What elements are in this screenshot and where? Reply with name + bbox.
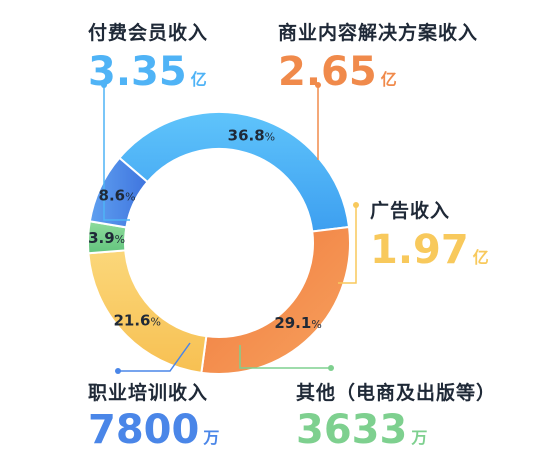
series-value: 3633 万 <box>296 407 496 453</box>
value-unit: 亿 <box>380 70 397 89</box>
series-name: 付费会员收入 <box>88 22 209 44</box>
series-name: 商业内容解决方案收入 <box>278 22 479 44</box>
series-name: 其他（电商及出版等） <box>296 382 497 404</box>
series-value: 1.97 亿 <box>370 227 489 273</box>
pie-slice <box>200 225 351 375</box>
slice-percent-label: 36.8% <box>228 126 275 144</box>
leader-dot <box>353 202 359 208</box>
leader-line <box>239 345 331 369</box>
value-number: 3633 <box>296 407 408 453</box>
slices-layer <box>87 111 351 375</box>
leader-line <box>103 85 130 221</box>
callout-block: 付费会员收入 3.35 亿 <box>88 18 208 95</box>
leader-dot <box>101 82 107 88</box>
callout-block: 其他（电商及出版等） 3633 万 <box>296 378 496 453</box>
value-unit: 万 <box>203 428 220 447</box>
value-number: 1.97 <box>370 227 469 273</box>
series-value: 7800 万 <box>88 407 219 453</box>
value-number: 3.35 <box>88 49 187 95</box>
pie-slice <box>117 111 351 233</box>
series-name: 广告收入 <box>370 200 451 222</box>
value-unit: 亿 <box>190 70 207 89</box>
slice-percent-label: 29.1% <box>274 314 321 332</box>
leader-line <box>118 342 191 372</box>
leader-dot <box>315 82 321 88</box>
slice-percent-label: 21.6% <box>113 311 160 329</box>
series-value: 3.35 亿 <box>88 49 208 95</box>
leader-lines <box>101 82 359 374</box>
leader-dot <box>115 368 121 374</box>
value-unit: 亿 <box>472 248 489 267</box>
slice-percent-label: 8.6% <box>99 186 136 204</box>
value-unit: 万 <box>411 428 428 447</box>
slice-labels: 36.8% 29.1% 21.6% 3.9% 8.6% <box>88 126 322 332</box>
slice-percent-label: 3.9% <box>88 229 125 247</box>
series-name: 职业培训收入 <box>88 382 209 404</box>
callout-block: 职业培训收入 7800 万 <box>88 378 219 453</box>
value-number: 7800 <box>88 407 200 453</box>
callout-block: 广告收入 1.97 亿 <box>370 196 489 273</box>
leader-line <box>338 205 357 284</box>
callout-block: 商业内容解决方案收入 2.65 亿 <box>278 18 478 95</box>
leader-dot <box>328 365 334 371</box>
value-number: 2.65 <box>278 49 377 95</box>
series-value: 2.65 亿 <box>278 49 478 95</box>
